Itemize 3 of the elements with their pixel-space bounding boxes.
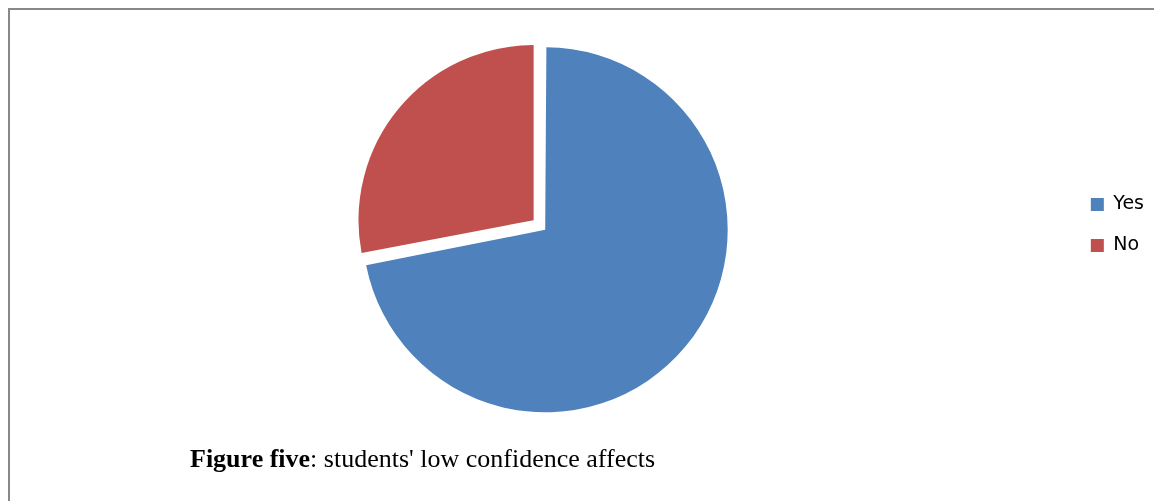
legend-label: Yes xyxy=(1112,191,1144,214)
text: Figure five: students' low confidence affects xyxy=(190,444,656,473)
legend-label: No xyxy=(1113,232,1140,255)
